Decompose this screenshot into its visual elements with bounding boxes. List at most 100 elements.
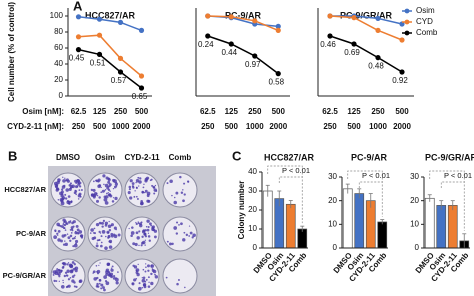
colony	[144, 270, 147, 273]
y-tick-label: 0	[253, 243, 258, 252]
chart-title: HCC827/AR	[85, 10, 136, 20]
bar	[377, 221, 388, 249]
colony	[131, 282, 135, 286]
ci-label: 0.58	[268, 78, 284, 87]
colony	[183, 231, 186, 234]
colony	[131, 185, 135, 188]
colony	[57, 199, 60, 201]
series-line	[330, 15, 403, 25]
colony	[73, 263, 76, 266]
point	[138, 85, 145, 91]
colony	[107, 178, 111, 182]
colony	[141, 278, 146, 283]
x-tick-label: 125	[347, 107, 361, 116]
y-tick-label: 20	[248, 205, 257, 214]
colony	[70, 232, 73, 234]
colony	[77, 194, 82, 198]
colony	[137, 263, 139, 266]
colony	[112, 274, 116, 278]
colony	[147, 276, 150, 279]
colony	[68, 187, 72, 192]
colony	[108, 272, 111, 275]
colony	[108, 235, 110, 237]
colony	[143, 183, 145, 186]
bar	[436, 205, 447, 249]
colony	[107, 192, 109, 194]
colony	[65, 188, 69, 192]
colony	[108, 228, 112, 232]
colony	[66, 269, 70, 273]
colony	[61, 193, 64, 196]
colony	[67, 195, 71, 198]
point	[252, 18, 258, 24]
colony	[114, 182, 118, 186]
colony	[171, 194, 173, 197]
colony	[77, 232, 80, 235]
colony	[69, 182, 72, 185]
colony	[64, 271, 68, 274]
x-tick-label: 250	[114, 107, 128, 116]
colony	[79, 185, 82, 188]
colony	[138, 230, 141, 233]
x-tick-label: 250	[248, 107, 262, 116]
colony	[80, 189, 83, 191]
colony	[57, 273, 59, 276]
colony	[52, 270, 57, 275]
colony	[131, 182, 135, 185]
colony	[96, 285, 100, 288]
colony	[60, 188, 64, 191]
x-tick-label: 500	[135, 107, 149, 116]
colony	[135, 231, 139, 235]
chart-title: PC-9/GR/AR	[340, 10, 393, 20]
colony	[115, 234, 117, 236]
dose-row-label: CYD-2-11 [nM]:	[7, 122, 64, 131]
colony	[63, 220, 67, 224]
dose-label: 1000	[112, 122, 130, 131]
colony	[153, 192, 156, 195]
colony	[168, 242, 172, 246]
panel-label: A	[73, 0, 83, 13]
colony	[139, 222, 142, 226]
dose-label: 2000	[269, 122, 287, 131]
colony	[62, 261, 66, 265]
colony	[104, 183, 109, 188]
dose-label: 2000	[393, 122, 411, 131]
colony	[69, 239, 72, 242]
colony	[93, 227, 96, 230]
colony	[61, 234, 65, 238]
colony	[176, 282, 179, 286]
colony	[96, 269, 101, 274]
point	[75, 14, 82, 20]
x-tick-label: 250	[371, 107, 385, 116]
bar	[424, 197, 435, 249]
colony	[105, 281, 110, 286]
colony	[114, 196, 118, 201]
plate-column-label: Comb	[169, 153, 192, 162]
ci-label: 0.45	[69, 54, 85, 63]
colony	[60, 190, 64, 194]
ci-label: 0.92	[392, 76, 408, 85]
chart-title: PC-9/GR/AR	[425, 152, 474, 162]
point	[351, 15, 357, 21]
colony	[146, 219, 150, 223]
colony	[142, 268, 145, 271]
colony	[143, 232, 146, 234]
colony	[58, 224, 60, 227]
colony	[66, 285, 69, 288]
colony	[68, 263, 73, 268]
point	[375, 27, 381, 33]
colony	[78, 230, 83, 234]
colony	[144, 229, 147, 232]
colony	[141, 287, 144, 289]
colony	[144, 177, 149, 182]
series-line	[329, 35, 403, 73]
colony	[62, 282, 64, 284]
p-value: P < 0.01	[362, 171, 390, 180]
panel-label: B	[8, 148, 17, 163]
ci-label: 0.24	[198, 40, 214, 49]
plate-row-label: HCC827/AR	[4, 185, 46, 194]
colony	[147, 232, 150, 234]
y-tick-label: 40	[248, 167, 257, 176]
colony	[78, 189, 81, 192]
significance-bracket	[440, 181, 465, 188]
